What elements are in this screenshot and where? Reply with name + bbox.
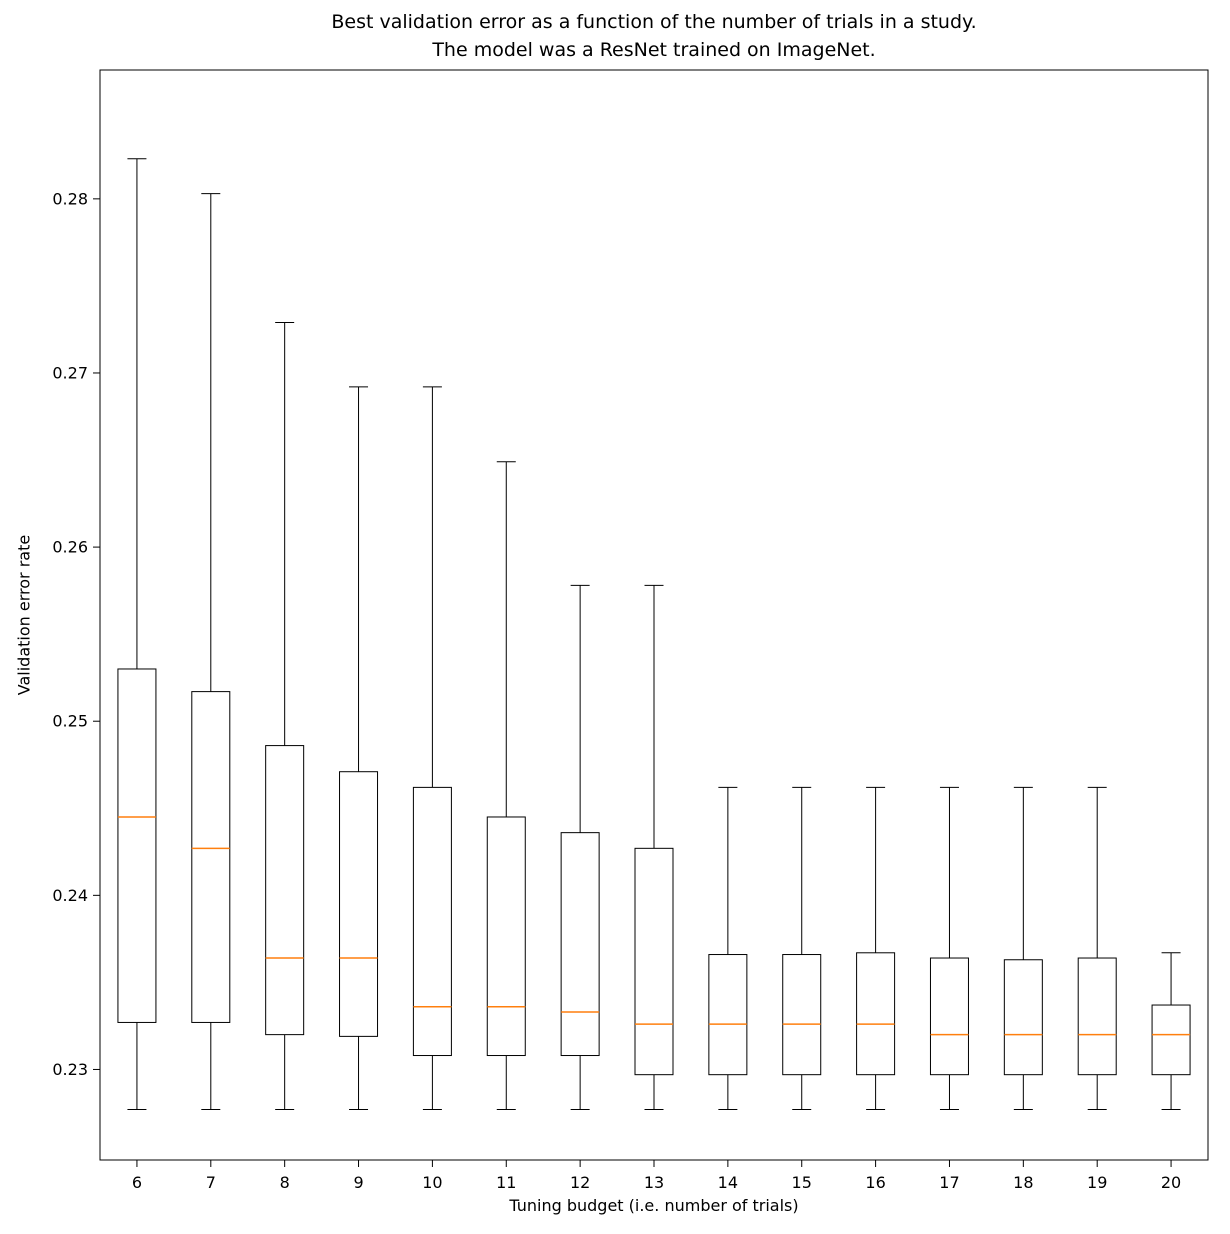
iqr-box xyxy=(634,847,674,1076)
y-tick-label: 0.28 xyxy=(52,189,88,208)
iqr-box xyxy=(117,668,157,1023)
iqr-box xyxy=(1077,957,1117,1076)
iqr-box xyxy=(1003,959,1043,1076)
iqr-box xyxy=(412,786,452,1057)
chart-title-line-2: The model was a ResNet trained on ImageN… xyxy=(432,39,876,61)
iqr-box xyxy=(191,691,231,1023)
x-tick-label: 6 xyxy=(132,1173,142,1192)
x-tick-label: 10 xyxy=(422,1173,442,1192)
x-tick-label: 14 xyxy=(718,1173,738,1192)
iqr-box xyxy=(856,952,896,1076)
iqr-box xyxy=(339,771,379,1037)
iqr-box xyxy=(1151,1004,1191,1076)
y-tick-label: 0.23 xyxy=(52,1060,88,1079)
x-tick-label: 17 xyxy=(939,1173,959,1192)
x-tick-label: 19 xyxy=(1087,1173,1107,1192)
iqr-box xyxy=(782,954,822,1076)
x-tick-label: 20 xyxy=(1161,1173,1181,1192)
y-tick-label: 0.25 xyxy=(52,712,88,731)
x-tick-label: 12 xyxy=(570,1173,590,1192)
x-tick-label: 15 xyxy=(792,1173,812,1192)
y-tick-label: 0.27 xyxy=(52,363,88,382)
iqr-box xyxy=(929,957,969,1076)
x-tick-label: 16 xyxy=(865,1173,885,1192)
x-tick-label: 7 xyxy=(206,1173,216,1192)
iqr-box xyxy=(708,954,748,1076)
x-tick-label: 9 xyxy=(353,1173,363,1192)
iqr-box xyxy=(486,816,526,1057)
y-tick-label: 0.26 xyxy=(52,538,88,557)
x-tick-label: 13 xyxy=(644,1173,664,1192)
iqr-box xyxy=(265,745,305,1036)
y-axis-label: Validation error rate xyxy=(14,534,34,696)
y-tick-label: 0.24 xyxy=(52,886,88,905)
x-axis-label: Tuning budget (i.e. number of trials) xyxy=(509,1196,799,1215)
x-tick-label: 18 xyxy=(1013,1173,1033,1192)
chart-title-line-1: Best validation error as a function of t… xyxy=(331,11,977,33)
x-tick-label: 8 xyxy=(280,1173,290,1192)
iqr-box xyxy=(560,832,600,1057)
x-tick-label: 11 xyxy=(496,1173,516,1192)
